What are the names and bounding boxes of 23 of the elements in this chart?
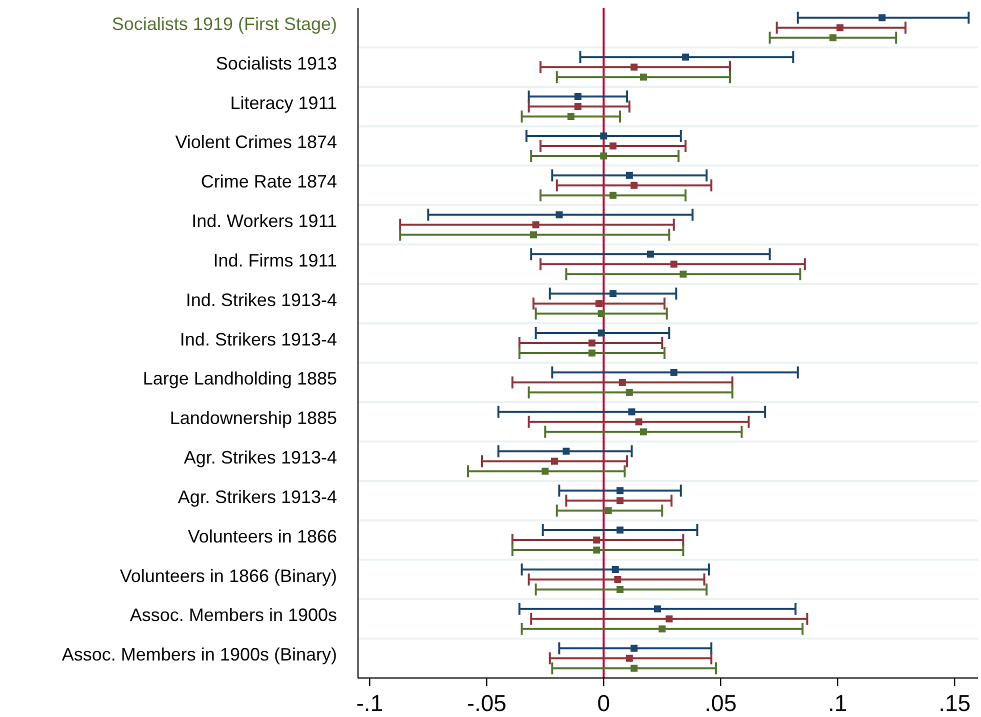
y-tick-label: Landownership 1885 <box>170 408 337 428</box>
x-tick-label: .15 <box>938 690 971 716</box>
y-tick-label: Volunteers in 1866 (Binary) <box>120 566 337 586</box>
y-tick-label: Socialists 1913 <box>216 53 337 74</box>
x-tick-label: 0 <box>597 690 610 716</box>
y-tick-label: Crime Rate 1874 <box>200 172 337 192</box>
y-tick-label: Literacy 1911 <box>230 92 337 113</box>
y-tick-label: Agr. Strikers 1913-4 <box>178 486 337 507</box>
x-tick-label: -.1 <box>356 690 384 716</box>
x-tick-label: -.05 <box>466 690 506 716</box>
y-tick-label: Ind. Strikers 1913-4 <box>180 329 337 350</box>
y-tick-label: Socialists 1919 (First Stage) <box>112 14 337 34</box>
y-tick-label: Volunteers in 1866 <box>188 526 337 546</box>
y-tick-label: Agr. Strikes 1913-4 <box>184 448 337 468</box>
x-tick-label: .1 <box>828 690 848 716</box>
y-tick-label: Assoc. Members in 1900s (Binary) <box>62 644 337 665</box>
y-tick-label: Ind. Firms 1911 <box>213 250 337 270</box>
y-tick-label: Violent Crimes 1874 <box>175 132 337 152</box>
y-tick-label: Large Landholding 1885 <box>142 368 337 389</box>
y-tick-label: Assoc. Members in 1900s <box>130 605 337 626</box>
y-tick-label: Ind. Workers 1911 <box>192 211 337 232</box>
x-tick-label: .05 <box>704 690 737 716</box>
y-tick-label: Ind. Strikes 1913-4 <box>186 290 337 310</box>
